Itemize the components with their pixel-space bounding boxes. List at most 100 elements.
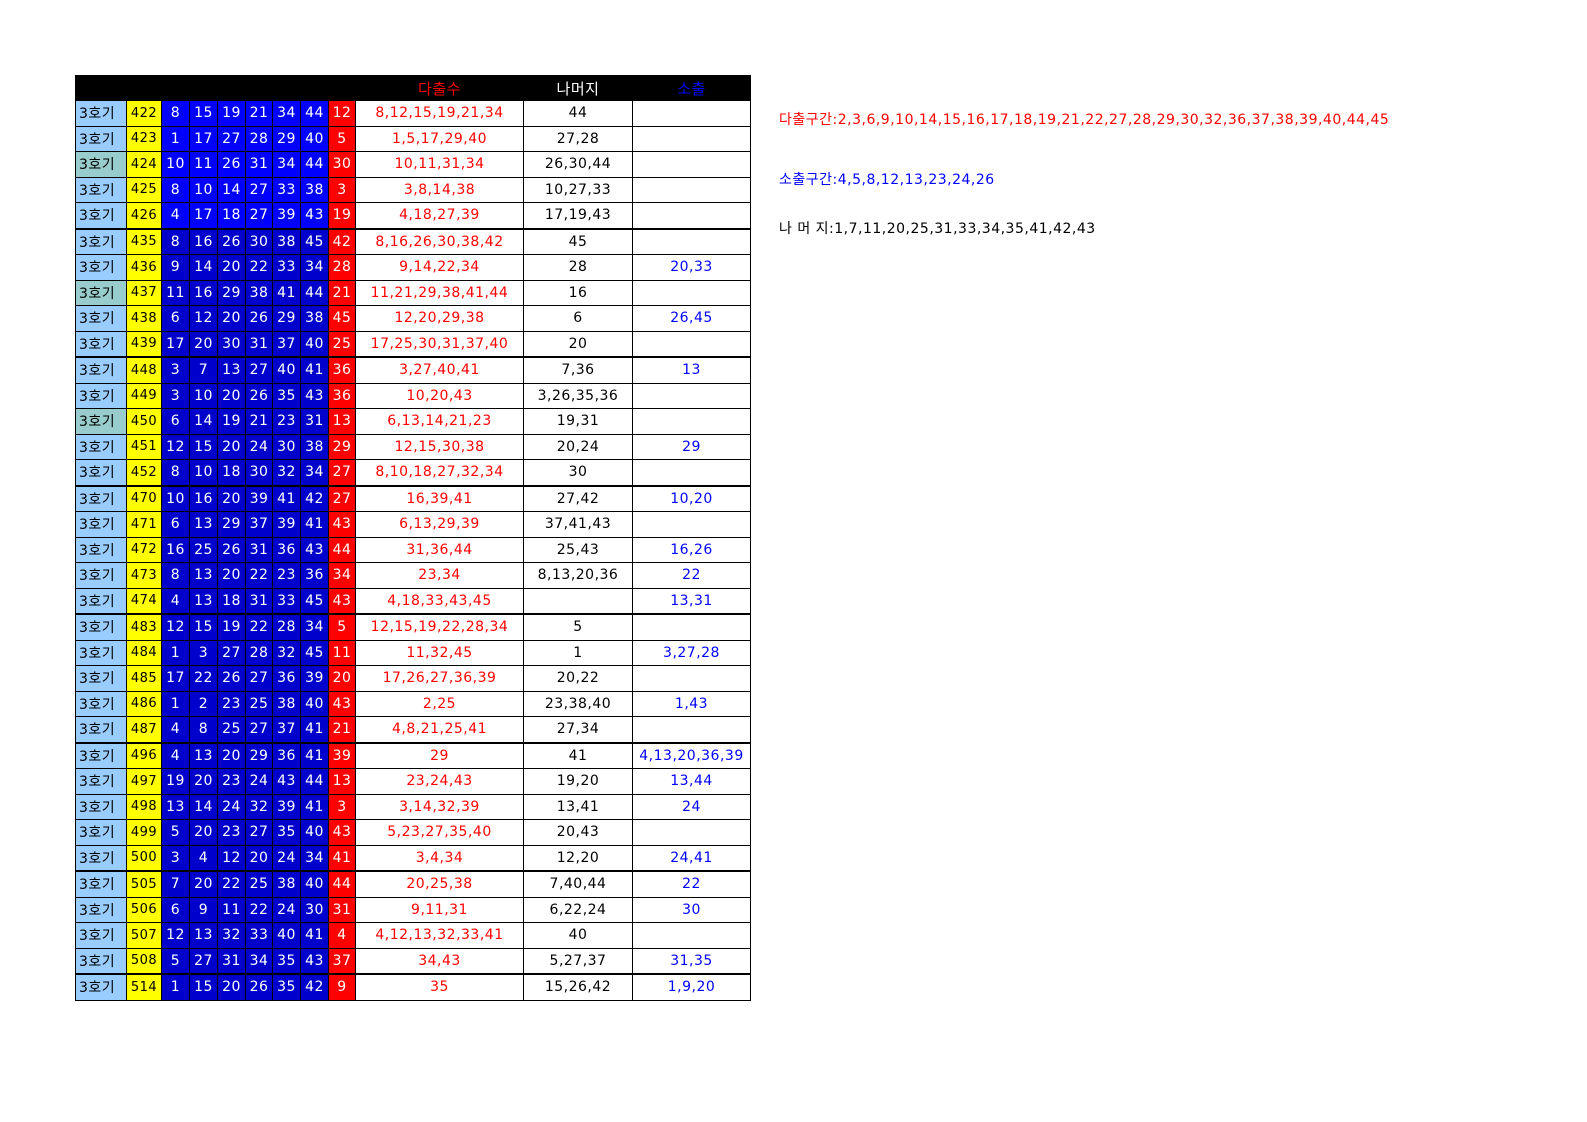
ball-number: 16 bbox=[161, 536, 190, 563]
da-cell: 35 bbox=[355, 973, 524, 1001]
da-cell: 4,8,21,25,41 bbox=[355, 716, 524, 743]
na-cell: 40 bbox=[523, 922, 633, 949]
ball-number: 39 bbox=[300, 665, 329, 692]
ball-number: 8 bbox=[161, 459, 190, 486]
ball-number: 23 bbox=[217, 819, 246, 846]
machine-label: 3호기 bbox=[75, 973, 127, 1001]
ball-number: 27 bbox=[245, 716, 273, 743]
da-cell: 23,34 bbox=[355, 562, 524, 589]
da-cell: 9,11,31 bbox=[355, 896, 524, 923]
ball-number: 28 bbox=[245, 639, 273, 666]
ball-number: 39 bbox=[245, 484, 273, 512]
machine-label: 3호기 bbox=[75, 613, 127, 641]
table-row: 3호기 506 6 9 11 22 24 30 31 9,11,31 6,22,24 30 bbox=[75, 896, 751, 923]
da-cell: 12,15,19,22,28,34 bbox=[355, 613, 524, 641]
ball-number: 40 bbox=[300, 819, 329, 846]
table-row: 3호기 425 8 10 14 27 33 38 3 3,8,14,38 10,27,33 bbox=[75, 176, 751, 203]
ball-number: 22 bbox=[245, 254, 273, 281]
so-cell bbox=[632, 819, 751, 846]
na-cell: 1 bbox=[523, 639, 633, 666]
ball-number: 32 bbox=[272, 639, 301, 666]
ball-number: 14 bbox=[189, 254, 218, 281]
machine-label: 3호기 bbox=[75, 202, 127, 229]
na-cell: 16 bbox=[523, 279, 633, 306]
draw-number: 448 bbox=[126, 356, 162, 384]
table-row: 3호기 422 8 15 19 21 34 44 12 8,12,15,19,21,34 44 bbox=[75, 100, 751, 127]
bonus-number: 3 bbox=[328, 176, 356, 203]
ball-number: 23 bbox=[217, 768, 246, 795]
draw-number: 435 bbox=[126, 227, 162, 255]
ball-number: 10 bbox=[189, 459, 218, 486]
ball-number: 27 bbox=[245, 176, 273, 203]
ball-number: 26 bbox=[245, 382, 273, 409]
ball-number: 8 bbox=[161, 100, 190, 127]
ball-number: 45 bbox=[300, 587, 329, 615]
bonus-number: 45 bbox=[328, 305, 356, 332]
table-row: 3호기 470 10 16 20 39 41 42 27 16,39,41 27,42 10,20 bbox=[75, 484, 751, 512]
table-row: 3호기 500 3 4 12 20 24 34 41 3,4,34 12,20 24,41 bbox=[75, 844, 751, 872]
so-cell: 4,13,20,36,39 bbox=[632, 741, 751, 769]
ball-number: 8 bbox=[161, 176, 190, 203]
machine-label: 3호기 bbox=[75, 716, 127, 743]
bonus-number: 36 bbox=[328, 382, 356, 409]
ball-number: 33 bbox=[272, 176, 301, 203]
so-cell bbox=[632, 922, 751, 949]
machine-label: 3호기 bbox=[75, 151, 127, 178]
ball-number: 38 bbox=[300, 305, 329, 332]
so-cell: 29 bbox=[632, 433, 751, 460]
ball-number: 31 bbox=[245, 330, 273, 358]
ball-number: 20 bbox=[217, 741, 246, 769]
ball-number: 27 bbox=[245, 356, 273, 384]
bonus-number: 41 bbox=[328, 844, 356, 872]
ball-number: 24 bbox=[245, 768, 273, 795]
draw-number: 496 bbox=[126, 741, 162, 769]
ball-number: 36 bbox=[272, 536, 301, 563]
machine-label: 3호기 bbox=[75, 279, 127, 306]
ball-number: 35 bbox=[272, 819, 301, 846]
ball-number: 8 bbox=[161, 227, 190, 255]
ball-number: 20 bbox=[217, 254, 246, 281]
ball-number: 16 bbox=[189, 484, 218, 512]
ball-number: 1 bbox=[161, 639, 190, 666]
table-row: 3호기 437 11 16 29 38 41 44 21 11,21,29,38,41,44 16 bbox=[75, 279, 751, 306]
so-cell: 20,33 bbox=[632, 254, 751, 281]
ball-number: 25 bbox=[245, 690, 273, 717]
machine-label: 3호기 bbox=[75, 176, 127, 203]
table-row: 3호기 424 10 11 26 31 34 44 30 10,11,31,34 26,30,44 bbox=[75, 151, 751, 178]
ball-number: 44 bbox=[300, 279, 329, 306]
so-cell bbox=[632, 716, 751, 743]
ball-number: 20 bbox=[189, 870, 218, 898]
bonus-number: 44 bbox=[328, 870, 356, 898]
draw-number: 473 bbox=[126, 562, 162, 589]
ball-number: 40 bbox=[272, 922, 301, 949]
da-cell: 34,43 bbox=[355, 947, 524, 975]
so-cell: 26,45 bbox=[632, 305, 751, 332]
table-row: 3호기 474 4 13 18 31 33 45 43 4,18,33,43,45 13,31 bbox=[75, 587, 751, 615]
table-row: 3호기 448 3 7 13 27 40 41 36 3,27,40,41 7,36 13 bbox=[75, 356, 751, 384]
machine-label: 3호기 bbox=[75, 665, 127, 692]
ball-number: 24 bbox=[245, 433, 273, 460]
ball-number: 21 bbox=[245, 100, 273, 127]
ball-number: 3 bbox=[161, 844, 190, 872]
so-cell: 24 bbox=[632, 793, 751, 820]
ball-number: 7 bbox=[189, 356, 218, 384]
ball-number: 31 bbox=[217, 947, 246, 975]
header-na: 나머지 bbox=[523, 75, 633, 101]
draw-number: 508 bbox=[126, 947, 162, 975]
machine-label: 3호기 bbox=[75, 536, 127, 563]
draw-number: 499 bbox=[126, 819, 162, 846]
ball-number: 10 bbox=[189, 176, 218, 203]
ball-number: 40 bbox=[300, 690, 329, 717]
ball-number: 43 bbox=[300, 382, 329, 409]
na-cell: 5 bbox=[523, 613, 633, 641]
so-cell bbox=[632, 202, 751, 229]
draw-number: 486 bbox=[126, 690, 162, 717]
ball-number: 19 bbox=[217, 100, 246, 127]
ball-number: 41 bbox=[300, 793, 329, 820]
bonus-number: 13 bbox=[328, 408, 356, 435]
bonus-number: 19 bbox=[328, 202, 356, 229]
ball-number: 18 bbox=[217, 202, 246, 229]
machine-label: 3호기 bbox=[75, 356, 127, 384]
draw-number: 423 bbox=[126, 125, 162, 152]
ball-number: 32 bbox=[245, 793, 273, 820]
